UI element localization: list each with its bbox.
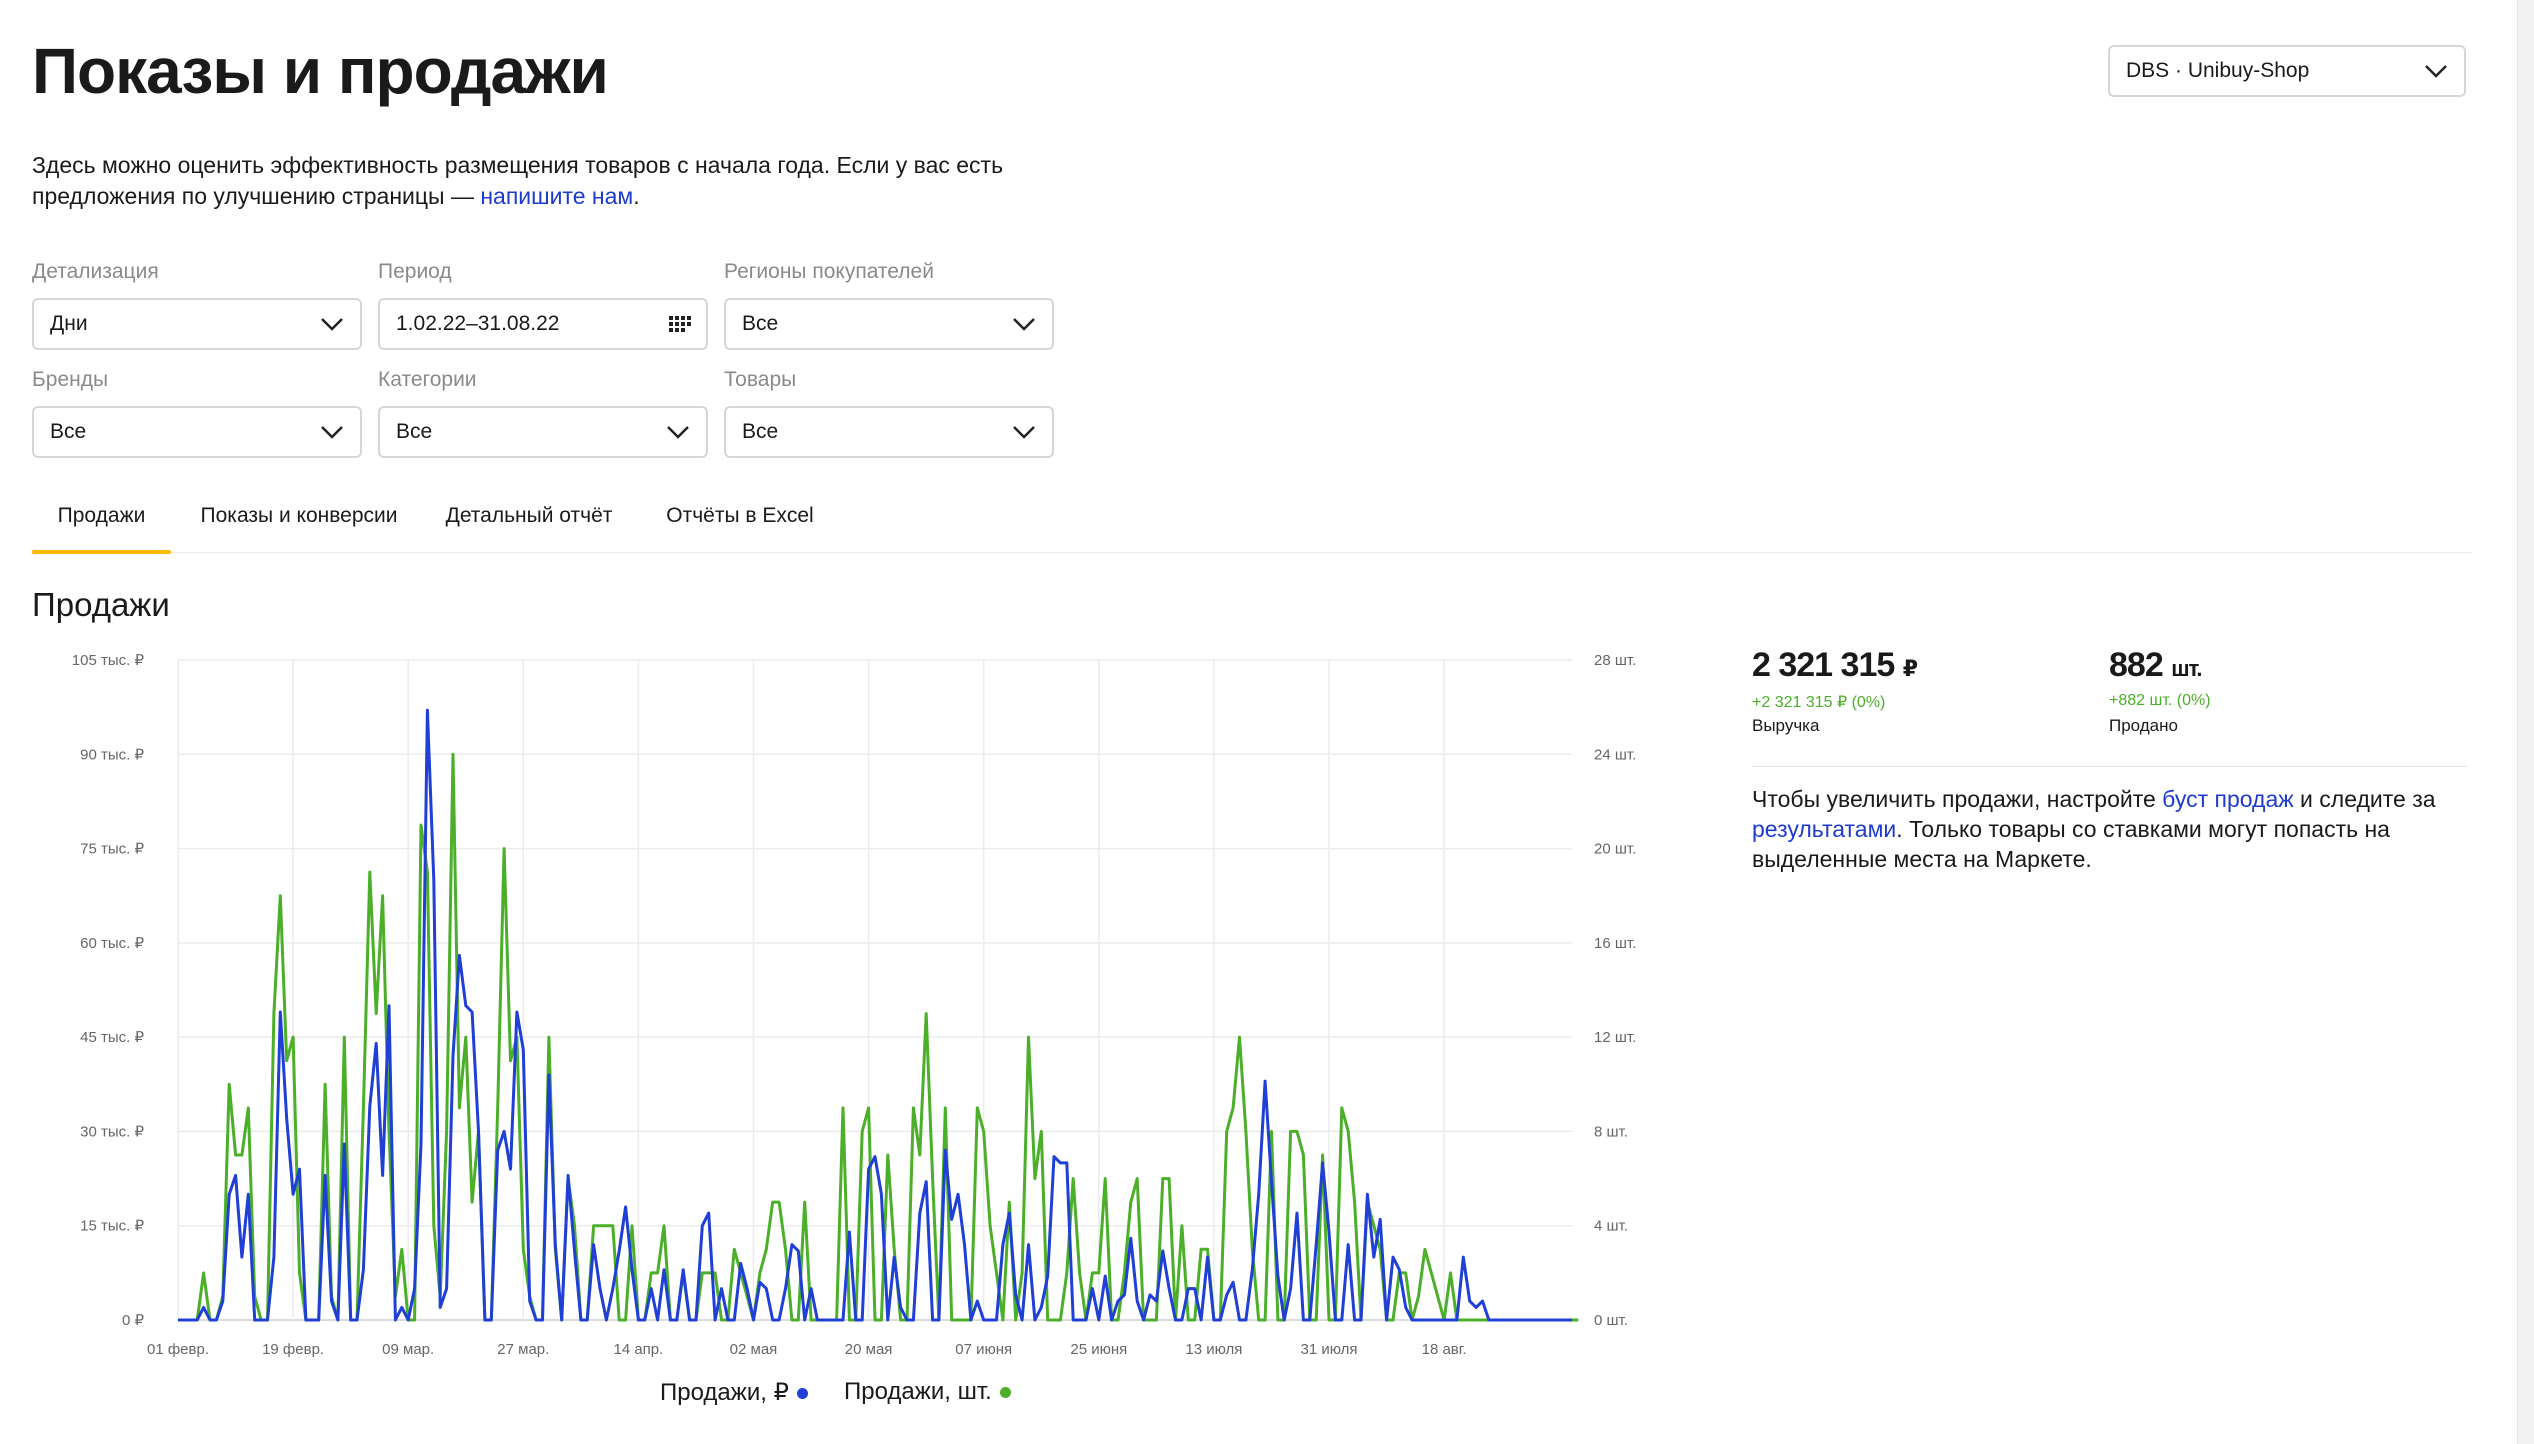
filter-brands-value: Все [50, 420, 87, 443]
calendar-icon[interactable] [668, 315, 692, 333]
tabs-bar: Продажи Показы и конверсии Детальный отч… [32, 496, 2472, 554]
page-title: Показы и продажи [32, 35, 609, 107]
y-left-tick-label: 75 тыс. ₽ [80, 841, 144, 858]
x-tick-label: 18 авг. [1422, 1341, 1467, 1358]
y-left-tick-label: 45 тыс. ₽ [80, 1029, 144, 1046]
filter-period-label: Период [378, 260, 452, 283]
y-left-tick-label: 0 ₽ [122, 1312, 145, 1329]
filter-period-input[interactable]: 1.02.22–31.08.22 [378, 298, 708, 350]
promo-text: Чтобы увеличить продажи, настройте буст … [1752, 784, 2464, 874]
kpi-revenue-delta: +2 321 315 ₽ (0%) [1752, 694, 1886, 711]
x-tick-label: 20 мая [845, 1341, 893, 1358]
kpi-revenue-number: 2 321 315 [1752, 646, 1895, 684]
filter-brands-label: Бренды [32, 368, 109, 391]
tab-impressions[interactable]: Показы и конверсии [200, 504, 398, 527]
y-right-tick-label: 28 шт. [1594, 652, 1636, 669]
x-tick-label: 02 мая [730, 1341, 778, 1358]
filter-regions-select[interactable]: Все [724, 298, 1054, 350]
filter-categories-value: Все [396, 420, 433, 443]
filter-goods-select[interactable]: Все [724, 406, 1054, 458]
intro-end: . [633, 183, 640, 209]
legend-units-label: Продажи, шт. [844, 1378, 992, 1405]
chevron-down-icon [1013, 318, 1035, 331]
y-left-tick-label: 60 тыс. ₽ [80, 935, 144, 952]
y-right-tick-label: 8 шт. [1594, 1123, 1628, 1140]
tab-detailed-report[interactable]: Детальный отчёт [445, 504, 613, 527]
y-right-tick-label: 4 шт. [1594, 1218, 1628, 1235]
chevron-down-icon [1013, 426, 1035, 439]
chevron-down-icon [2425, 65, 2447, 78]
shop-select[interactable]: DBS · Unibuy-Shop [2108, 45, 2466, 97]
sales-chart: 0 ₽ 0 шт. 15 тыс. ₽ 4 шт. 30 тыс. ₽ 8 шт. 45 т… [72, 652, 1637, 1358]
filter-brands-select[interactable]: Все [32, 406, 362, 458]
tab-sales[interactable]: Продажи [32, 496, 171, 554]
y-right-tick-label: 12 шт. [1594, 1029, 1636, 1046]
filter-period-value: 1.02.22–31.08.22 [396, 312, 560, 335]
y-left-tick-label: 105 тыс. ₽ [72, 652, 145, 669]
kpi-revenue-label: Выручка [1752, 716, 1820, 735]
x-tick-label: 27 мар. [497, 1341, 549, 1358]
filter-categories-select[interactable]: Все [378, 406, 708, 458]
x-tick-label: 31 июля [1300, 1341, 1357, 1358]
filter-regions-value: Все [742, 312, 779, 335]
promo-part-2: и следите за [2293, 786, 2436, 812]
chevron-down-icon [321, 318, 343, 331]
kpi-sold-label: Продано [2109, 716, 2178, 735]
intro-text: Здесь можно оценить эффективность размещ… [32, 150, 1092, 212]
y-right-tick-label: 24 шт. [1594, 746, 1636, 763]
chevron-down-icon [321, 426, 343, 439]
filter-categories-label: Категории [378, 368, 477, 391]
kpi-revenue-unit: ₽ [1902, 656, 1918, 681]
x-tick-label: 19 февр. [262, 1341, 324, 1358]
y-left-tick-label: 15 тыс. ₽ [80, 1218, 144, 1235]
boost-sales-link[interactable]: буст продаж [2162, 786, 2294, 812]
page: Показы и продажи DBS · Unibuy-Shop Здесь… [32, 0, 2472, 1444]
filter-goods-value: Все [742, 420, 779, 443]
legend-revenue-label: Продажи, ₽ [660, 1379, 789, 1406]
kpi-sold-delta: +882 шт. (0%) [2109, 692, 2211, 709]
legend-revenue: Продажи, ₽ [660, 1378, 808, 1407]
page-scrollbar[interactable] [2517, 0, 2534, 1444]
shop-select-value: DBS · Unibuy-Shop [2126, 59, 2310, 82]
filter-detail-value: Дни [50, 312, 88, 335]
y-left-tick-label: 90 тыс. ₽ [80, 746, 144, 763]
contact-link[interactable]: напишите нам [480, 183, 634, 209]
series-line-units [178, 752, 1579, 1322]
x-tick-label: 01 февр. [147, 1341, 209, 1358]
legend-revenue-dot [796, 1388, 808, 1400]
x-tick-label: 09 мар. [382, 1341, 434, 1358]
legend-units: Продажи, шт. [844, 1378, 1011, 1406]
x-tick-label: 07 июня [955, 1341, 1012, 1358]
y-left-tick-label: 30 тыс. ₽ [80, 1123, 144, 1140]
series-line-revenue [178, 708, 1572, 1322]
intro-body: Здесь можно оценить эффективность размещ… [32, 152, 1004, 209]
kpi-sold-unit: шт. [2171, 656, 2202, 681]
kpi-sold-number: 882 [2109, 646, 2164, 684]
promo-part-1: Чтобы увеличить продажи, настройте [1752, 786, 2163, 812]
kpi-sold-value: 882 шт. [2109, 646, 2202, 685]
tab-excel-reports[interactable]: Отчёты в Excel [666, 504, 814, 527]
x-tick-label: 14 апр. [613, 1341, 663, 1358]
promo-part-3: . Только товары со ставками могут попаст… [1752, 816, 2390, 872]
y-right-tick-label: 16 шт. [1594, 935, 1636, 952]
filter-regions-label: Регионы покупателей [724, 260, 934, 283]
chevron-down-icon [667, 426, 689, 439]
x-tick-label: 25 июня [1070, 1341, 1127, 1358]
results-link[interactable]: результатами [1752, 816, 1897, 842]
y-right-tick-label: 20 шт. [1594, 841, 1636, 858]
filter-detail-select[interactable]: Дни [32, 298, 362, 350]
x-tick-label: 13 июля [1185, 1341, 1242, 1358]
filter-detail-label: Детализация [32, 260, 159, 283]
y-right-tick-label: 0 шт. [1594, 1312, 1628, 1329]
section-title: Продажи [32, 586, 170, 623]
filter-goods-label: Товары [724, 368, 797, 391]
kpi-divider [1752, 766, 2468, 767]
kpi-revenue-value: 2 321 315 ₽ [1752, 646, 1918, 685]
legend-units-dot [999, 1387, 1011, 1399]
